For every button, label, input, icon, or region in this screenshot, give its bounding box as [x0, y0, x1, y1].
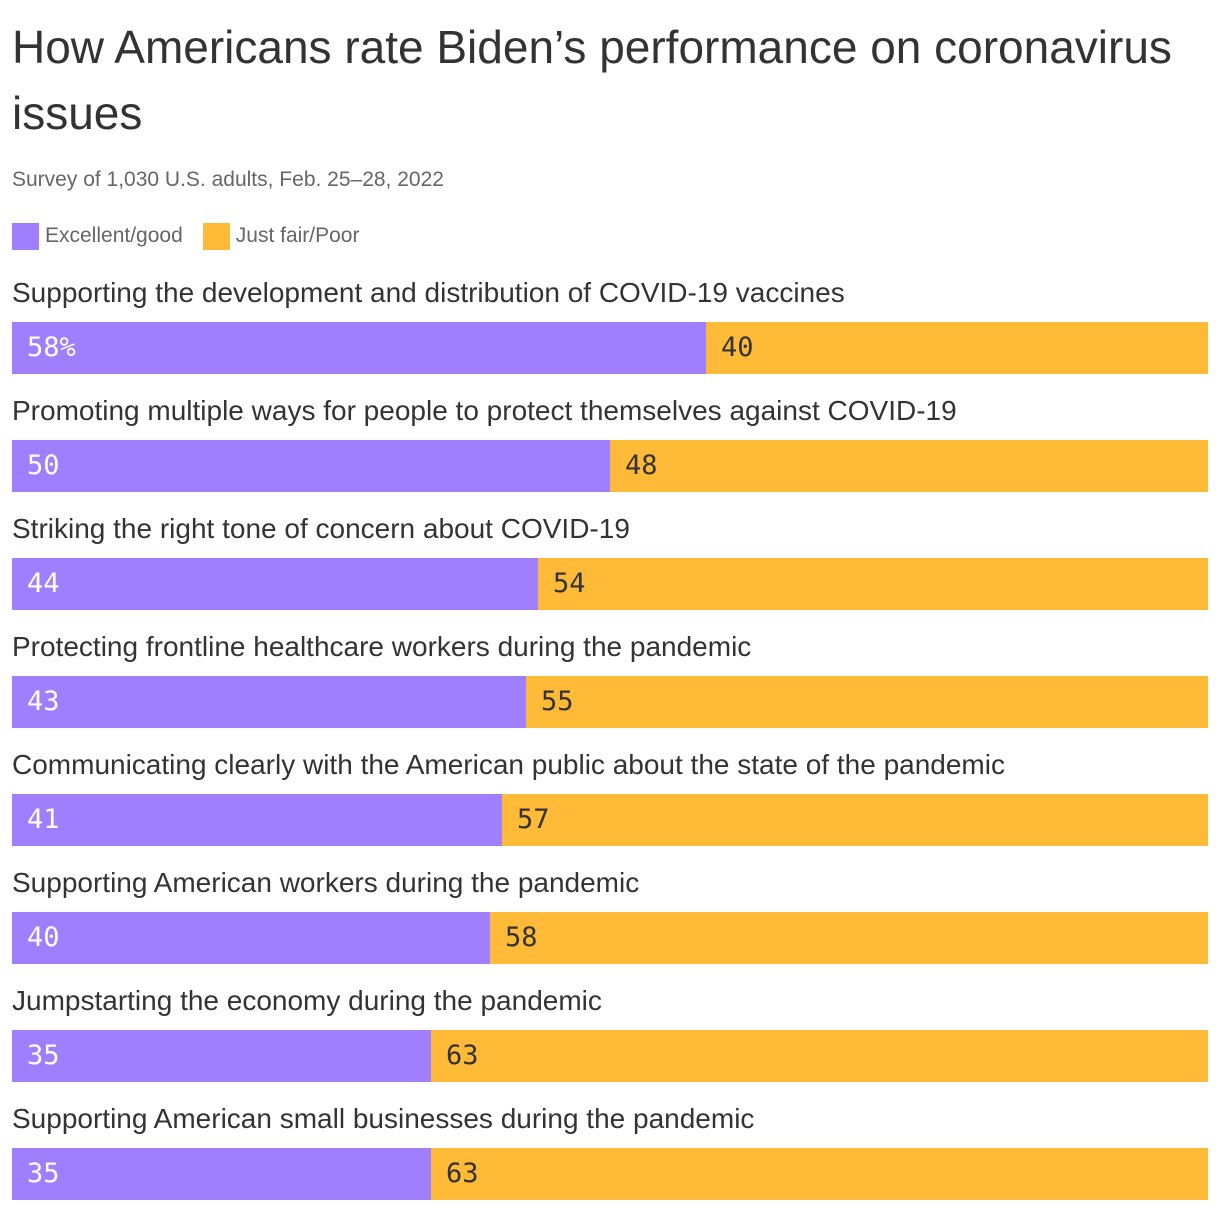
bar-track: 44 54: [12, 558, 1208, 610]
bar-just-fair-poor: 57: [502, 794, 1208, 846]
bar-track: 58% 40: [12, 322, 1208, 374]
chart-subtitle: Survey of 1,030 U.S. adults, Feb. 25–28,…: [12, 168, 444, 191]
bar-excellent-good: 41: [12, 794, 502, 846]
bar-track: 40 58: [12, 912, 1208, 964]
category-label: Communicating clearly with the American …: [12, 749, 1005, 780]
bar-excellent-good: 35: [12, 1030, 431, 1082]
category-label: Supporting American workers during the p…: [12, 867, 640, 898]
bar-row: Promoting multiple ways for people to pr…: [12, 390, 1208, 496]
bar-just-fair-poor: 40: [706, 322, 1208, 374]
data-label: 48: [625, 450, 658, 481]
bar-track: 41 57: [12, 794, 1208, 846]
bar-just-fair-poor: 63: [431, 1030, 1208, 1082]
legend-swatch-excellent-good: [12, 222, 39, 250]
bar-row: Supporting the development and distribut…: [12, 272, 1208, 378]
data-label: 50: [27, 450, 60, 481]
bar-track: 50 48: [12, 440, 1208, 492]
legend-swatch-just-fair-poor: [202, 222, 230, 250]
bar-track: 35 63: [12, 1148, 1208, 1200]
category-label: Promoting multiple ways for people to pr…: [12, 395, 957, 426]
data-label: 63: [446, 1158, 479, 1189]
category-label: Supporting American small businesses dur…: [12, 1103, 755, 1134]
legend-label-excellent-good: Excellent/good: [45, 224, 183, 247]
data-label: 55: [541, 686, 574, 717]
data-label: 40: [721, 332, 754, 363]
data-label: 43: [27, 686, 60, 717]
bar-track: 35 63: [12, 1030, 1208, 1082]
category-label: Striking the right tone of concern about…: [12, 513, 630, 544]
data-label: 58: [505, 922, 538, 953]
bar-just-fair-poor: 58: [490, 912, 1208, 964]
chart-title: How Americans rate Biden’s performance o…: [12, 21, 1172, 139]
bar-row: Striking the right tone of concern about…: [12, 508, 1208, 614]
bar-row: Protecting frontline healthcare workers …: [12, 626, 1208, 732]
bar-excellent-good: 50: [12, 440, 610, 492]
data-label: 44: [27, 568, 60, 599]
bar-excellent-good: 44: [12, 558, 538, 610]
bar-just-fair-poor: 63: [431, 1148, 1208, 1200]
legend: Excellent/good Just fair/Poor: [12, 222, 379, 250]
bar-track: 43 55: [12, 676, 1208, 728]
data-label: 57: [517, 804, 550, 835]
bar-excellent-good: 40: [12, 912, 490, 964]
bar-excellent-good: 35: [12, 1148, 431, 1200]
data-label: 35: [27, 1040, 60, 1071]
legend-item-excellent-good: Excellent/good: [12, 222, 183, 250]
data-label: 41: [27, 804, 60, 835]
data-label: 58%: [27, 332, 76, 363]
data-label: 63: [446, 1040, 479, 1071]
bar-excellent-good: 43: [12, 676, 526, 728]
category-label: Jumpstarting the economy during the pand…: [12, 985, 602, 1016]
bar-row: Supporting American small businesses dur…: [12, 1098, 1208, 1204]
bar-row: Supporting American workers during the p…: [12, 862, 1208, 968]
legend-item-just-fair-poor: Just fair/Poor: [202, 222, 360, 250]
bar-excellent-good: 58%: [12, 322, 706, 374]
data-label: 40: [27, 922, 60, 953]
bar-just-fair-poor: 55: [526, 676, 1208, 728]
data-label: 54: [553, 568, 586, 599]
bar-row: Communicating clearly with the American …: [12, 744, 1208, 850]
data-label: 35: [27, 1158, 60, 1189]
legend-label-just-fair-poor: Just fair/Poor: [235, 224, 360, 247]
category-label: Protecting frontline healthcare workers …: [12, 631, 752, 662]
category-label: Supporting the development and distribut…: [12, 277, 845, 308]
bar-row: Jumpstarting the economy during the pand…: [12, 980, 1208, 1086]
bar-just-fair-poor: 54: [538, 558, 1208, 610]
bar-just-fair-poor: 48: [610, 440, 1208, 492]
